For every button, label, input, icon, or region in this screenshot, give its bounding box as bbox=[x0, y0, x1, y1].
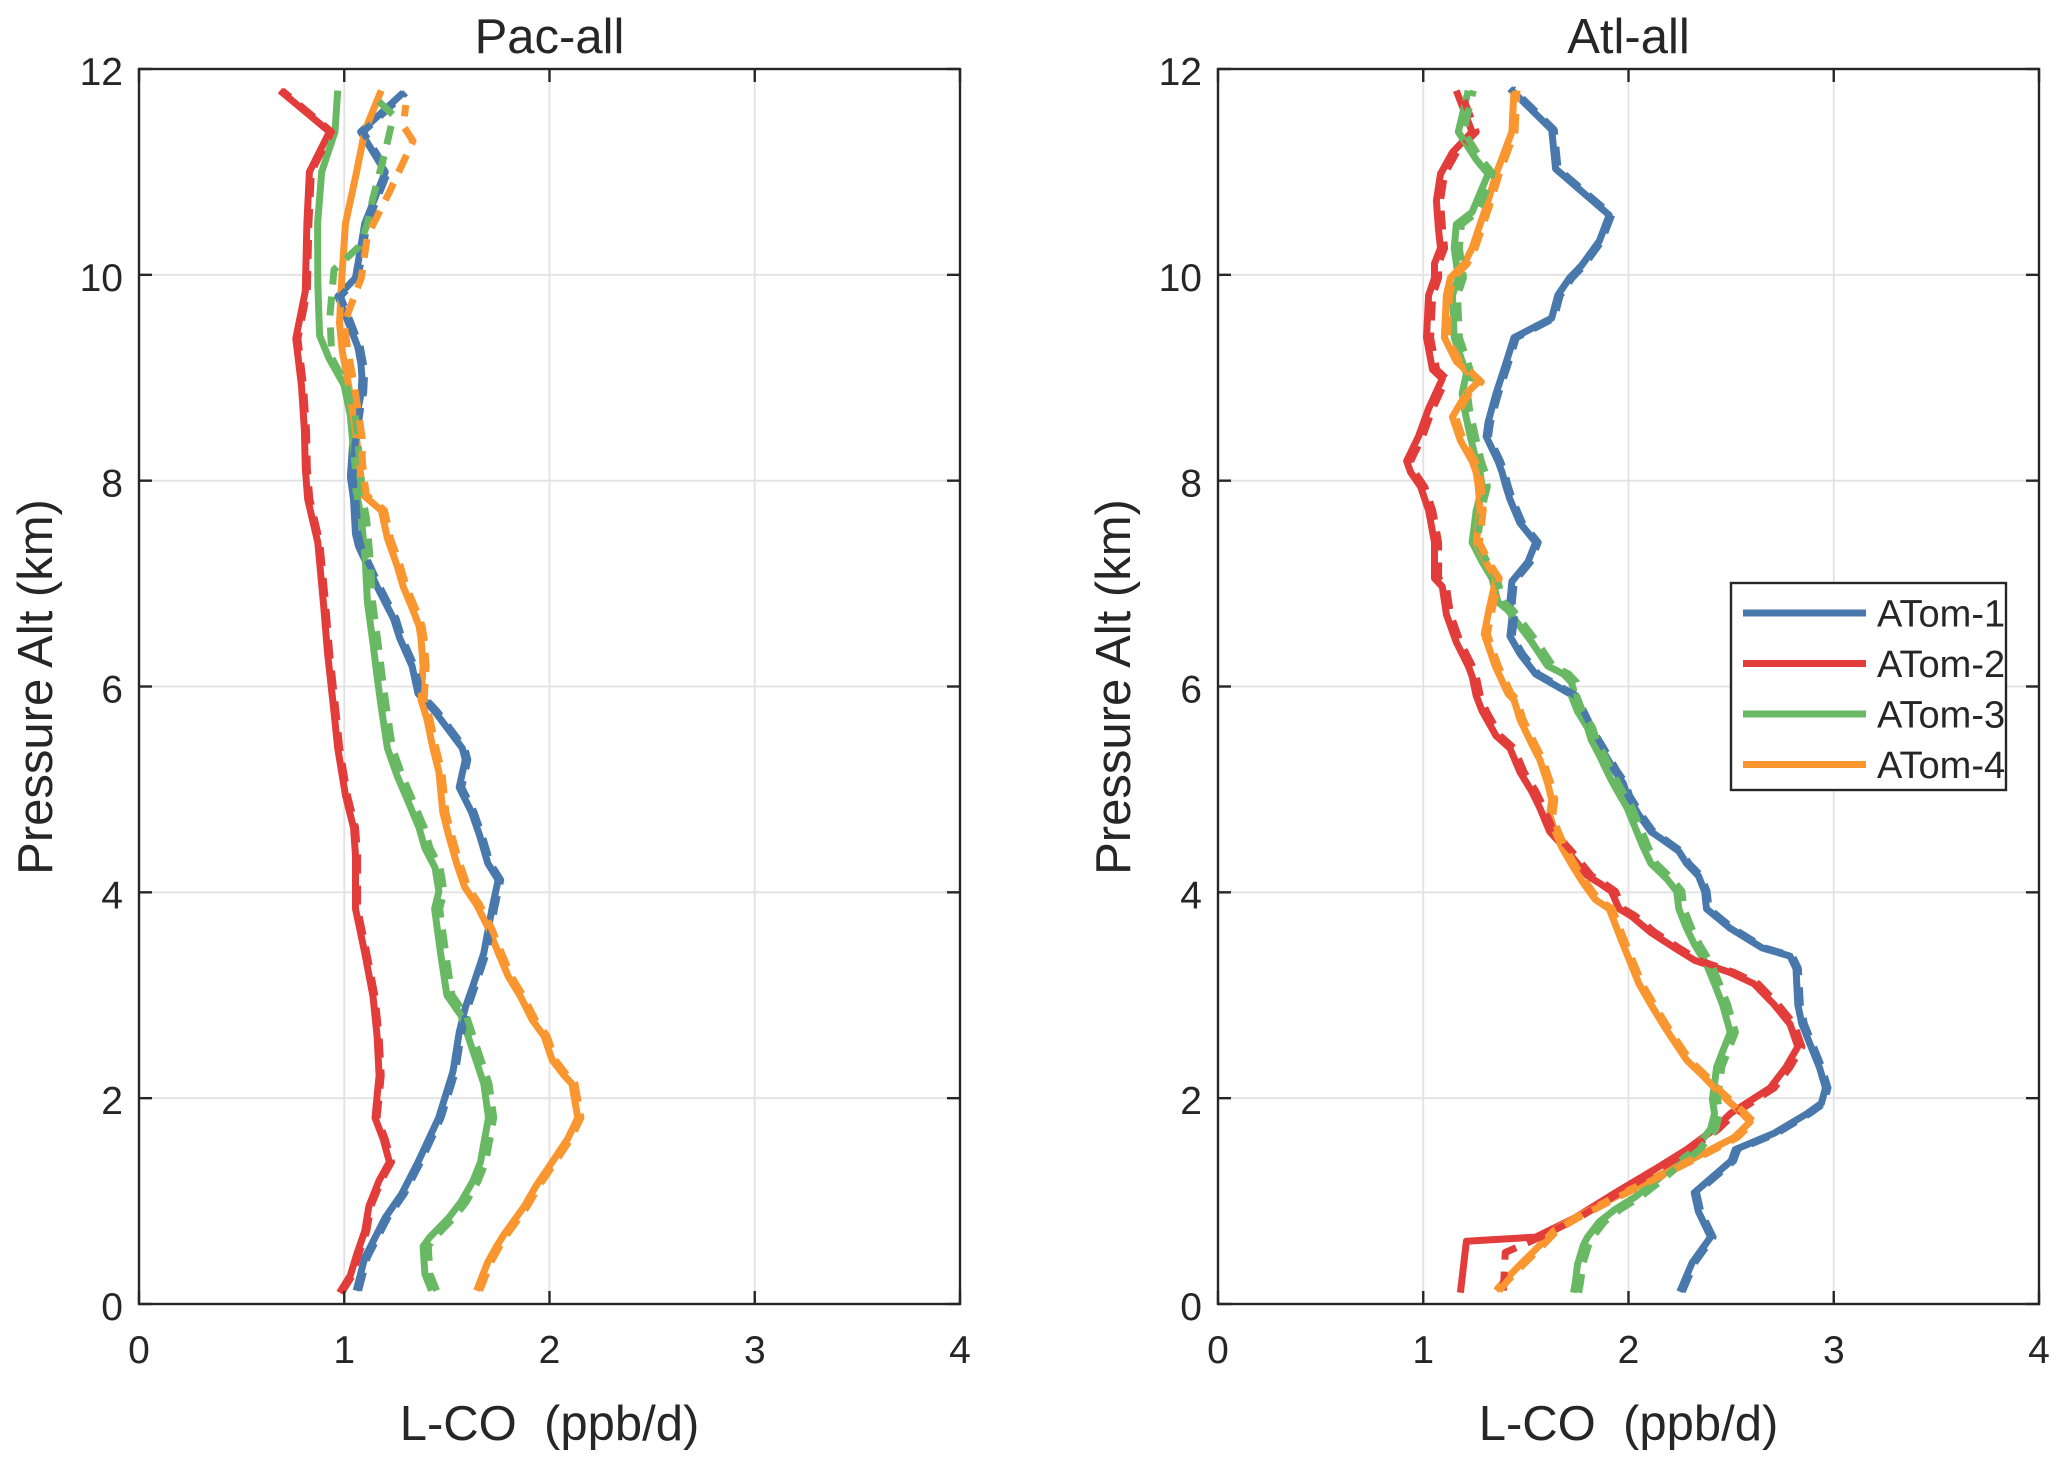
svg-text:3: 3 bbox=[744, 1329, 766, 1372]
svg-text:2: 2 bbox=[1618, 1329, 1640, 1372]
svg-text:2: 2 bbox=[1180, 1080, 1202, 1123]
svg-text:4: 4 bbox=[2028, 1329, 2050, 1372]
svg-text:2: 2 bbox=[539, 1329, 561, 1372]
svg-text:10: 10 bbox=[1159, 257, 1202, 300]
svg-text:8: 8 bbox=[1180, 463, 1202, 506]
svg-text:4: 4 bbox=[1180, 874, 1202, 917]
svg-text:ATom-1: ATom-1 bbox=[1877, 594, 2005, 636]
svg-text:1: 1 bbox=[333, 1329, 355, 1372]
svg-text:Pressure Alt (km): Pressure Alt (km) bbox=[1087, 499, 1141, 875]
svg-text:1: 1 bbox=[1412, 1329, 1434, 1372]
svg-text:ATom-3: ATom-3 bbox=[1877, 695, 2005, 737]
svg-text:8: 8 bbox=[101, 463, 123, 506]
svg-text:Pressure Alt (km): Pressure Alt (km) bbox=[9, 499, 63, 875]
svg-text:L-CO (ppb/d): L-CO (ppb/d) bbox=[400, 1397, 700, 1451]
svg-text:3: 3 bbox=[1823, 1329, 1845, 1372]
svg-text:0: 0 bbox=[128, 1329, 150, 1372]
svg-text:Pac-all: Pac-all bbox=[475, 10, 625, 64]
svg-text:0: 0 bbox=[1207, 1329, 1229, 1372]
svg-text:ATom-4: ATom-4 bbox=[1877, 745, 2005, 787]
svg-text:0: 0 bbox=[101, 1286, 123, 1329]
svg-text:2: 2 bbox=[101, 1080, 123, 1123]
svg-text:12: 12 bbox=[80, 51, 123, 94]
svg-text:6: 6 bbox=[101, 669, 123, 712]
svg-text:6: 6 bbox=[1180, 669, 1202, 712]
svg-text:10: 10 bbox=[80, 257, 123, 300]
svg-text:Atl-all: Atl-all bbox=[1567, 10, 1690, 64]
svg-text:12: 12 bbox=[1159, 51, 1202, 94]
svg-text:4: 4 bbox=[101, 874, 123, 917]
svg-text:4: 4 bbox=[949, 1329, 971, 1372]
svg-text:0: 0 bbox=[1180, 1286, 1202, 1329]
svg-text:L-CO (ppb/d): L-CO (ppb/d) bbox=[1479, 1397, 1779, 1451]
svg-text:ATom-2: ATom-2 bbox=[1877, 644, 2005, 686]
